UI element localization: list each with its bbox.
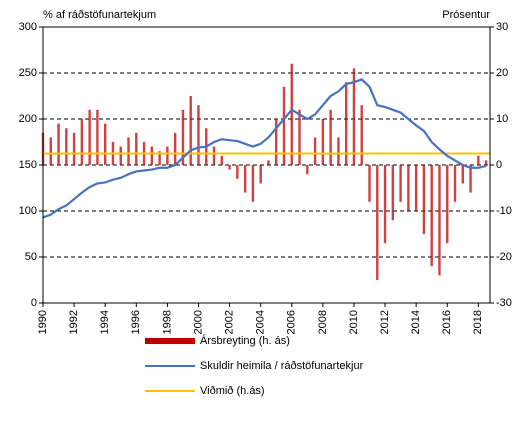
- line: [42, 78, 487, 219]
- bar: [158, 151, 161, 165]
- y2-tick-label: 30: [496, 21, 508, 33]
- x-tick-label: 2012: [379, 310, 391, 334]
- y-tick-label: 200: [19, 113, 37, 125]
- bar: [321, 119, 325, 165]
- legend-label: Viðmið (h.ás): [200, 385, 265, 397]
- y-tick-label: 300: [19, 21, 37, 33]
- y-tick-label: 0: [31, 297, 37, 309]
- bar: [306, 165, 309, 175]
- x-tick-label: 2004: [255, 310, 267, 334]
- x-tick-label: 2016: [441, 310, 453, 334]
- bar: [461, 165, 464, 184]
- legend-swatch: [145, 338, 195, 344]
- x-tick-label: 1994: [99, 310, 111, 334]
- bar: [181, 109, 185, 165]
- bar: [228, 165, 231, 170]
- bar: [469, 165, 472, 193]
- y-tick-label: 150: [19, 159, 37, 171]
- x-tick-label: 1998: [161, 310, 173, 334]
- bar: [197, 105, 200, 165]
- x-tick-label: 2000: [192, 310, 204, 334]
- bar: [399, 165, 402, 202]
- bar: [80, 119, 84, 165]
- y-axis-title: % af ráðstöfunartekjum: [43, 9, 156, 21]
- bar: [313, 137, 317, 165]
- x-tick-label: 2008: [317, 310, 329, 334]
- x-tick-label: 2006: [286, 310, 298, 334]
- bar: [477, 155, 480, 165]
- bar: [150, 146, 154, 165]
- bar: [484, 160, 488, 165]
- bar: [135, 132, 138, 165]
- y2-axis-title: Prósentur: [442, 9, 490, 21]
- bar: [96, 109, 99, 165]
- bar: [282, 86, 286, 165]
- x-tick-label: 2002: [223, 310, 235, 334]
- bar: [103, 123, 107, 165]
- bar: [243, 165, 247, 193]
- bar: [290, 63, 293, 165]
- bar: [72, 132, 76, 165]
- legend-label: Skuldir heimila / ráðstöfunartekjur: [200, 360, 364, 372]
- bar: [88, 109, 91, 165]
- y-tick-label: 50: [25, 251, 37, 263]
- y2-tick-label: -10: [496, 205, 512, 217]
- y2-tick-label: -20: [496, 251, 512, 263]
- y-tick-label: 100: [19, 205, 37, 217]
- bar: [407, 165, 410, 211]
- bar: [430, 165, 433, 267]
- x-tick-label: 2014: [410, 310, 422, 334]
- x-tick-label: 1996: [130, 310, 142, 334]
- y2-tick-label: 0: [496, 159, 502, 171]
- bar: [337, 137, 340, 165]
- bar: [65, 128, 68, 165]
- x-tick-label: 1992: [68, 310, 80, 334]
- bar: [383, 165, 387, 244]
- bar: [391, 165, 395, 221]
- y2-tick-label: -30: [496, 297, 512, 309]
- bar: [166, 146, 169, 165]
- bar: [298, 109, 301, 165]
- bar: [119, 146, 122, 165]
- bar: [352, 68, 356, 165]
- bar: [259, 165, 262, 184]
- bar: [414, 165, 418, 211]
- bar: [212, 146, 216, 165]
- bar: [360, 105, 363, 165]
- bar: [173, 132, 177, 165]
- bar: [446, 165, 449, 244]
- bar: [376, 165, 379, 280]
- bar: [344, 82, 348, 165]
- x-tick-label: 2018: [472, 310, 484, 334]
- x-tick-label: 1990: [37, 310, 49, 334]
- bar: [438, 165, 441, 276]
- bar: [127, 137, 130, 165]
- bar: [220, 155, 223, 165]
- bar: [368, 165, 371, 202]
- bar: [49, 137, 52, 165]
- plot-frame: [42, 26, 491, 304]
- y-tick-label: 250: [19, 67, 37, 79]
- bar: [189, 96, 192, 165]
- y2-tick-label: 20: [496, 67, 508, 79]
- bar: [329, 109, 332, 165]
- bar: [251, 165, 255, 202]
- legend-label: Ársbreyting (h. ás): [200, 334, 290, 347]
- bar: [453, 165, 457, 202]
- bar: [57, 123, 60, 165]
- bar: [267, 160, 270, 165]
- y2-tick-label: 10: [496, 113, 508, 125]
- bar: [236, 165, 239, 179]
- bar: [422, 165, 426, 234]
- x-tick-label: 2010: [348, 310, 360, 334]
- bar: [275, 119, 278, 165]
